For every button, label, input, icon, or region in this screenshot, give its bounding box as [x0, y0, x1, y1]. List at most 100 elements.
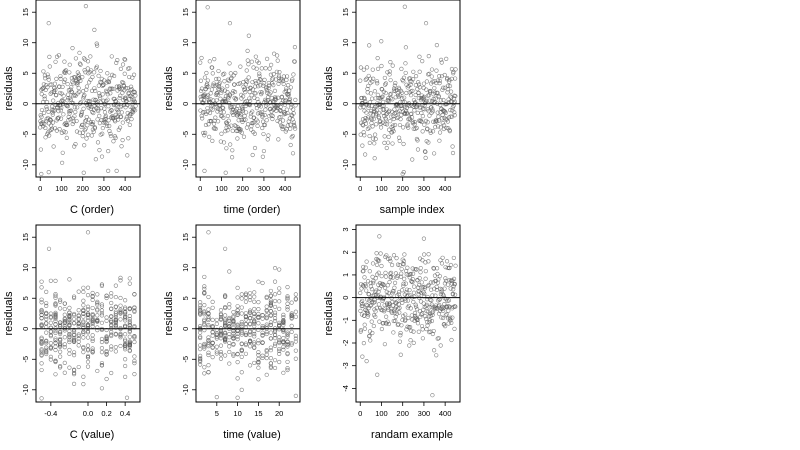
y-tick-label: -10 [341, 159, 350, 170]
data-point [408, 271, 414, 277]
data-point [113, 331, 118, 336]
data-point [401, 125, 406, 130]
plot-frame [35, 0, 141, 178]
data-point [439, 57, 444, 62]
data-point [85, 123, 90, 128]
data-point [76, 336, 81, 341]
data-point [449, 337, 454, 343]
data-point [255, 119, 260, 124]
data-point [437, 78, 442, 84]
data-point [437, 81, 442, 86]
data-point [272, 51, 277, 56]
data-point [285, 344, 290, 349]
data-point [252, 321, 257, 326]
data-point [229, 155, 235, 160]
data-point [420, 59, 425, 64]
data-point [288, 85, 293, 90]
data-point [234, 111, 239, 116]
x-tick-label: 400 [439, 409, 452, 418]
data-point [94, 106, 99, 111]
data-point [46, 121, 52, 126]
data-point [268, 100, 273, 105]
data-point [198, 359, 203, 364]
data-point [79, 111, 84, 116]
data-point [390, 97, 395, 102]
data-point [240, 108, 245, 114]
y-tick-label: -5 [341, 131, 350, 138]
data-point [415, 147, 421, 152]
data-point [123, 374, 128, 379]
x-axis-label: C (value) [70, 429, 115, 441]
data-point [227, 269, 232, 274]
data-point [368, 303, 373, 308]
data-point [418, 314, 423, 319]
data-point [389, 114, 394, 119]
data-point [90, 333, 95, 338]
data-point [61, 79, 67, 85]
data-point [361, 67, 366, 72]
data-point [285, 294, 290, 299]
data-point [433, 96, 438, 101]
residual-points [39, 230, 137, 401]
data-point [289, 300, 294, 305]
y-tick-label: 15 [341, 8, 350, 16]
data-point [268, 293, 273, 298]
data-point [371, 117, 376, 122]
data-point [53, 336, 58, 341]
data-point [363, 77, 368, 82]
data-point [373, 314, 378, 319]
data-point [128, 84, 134, 89]
data-point [265, 137, 270, 142]
data-point [127, 316, 132, 322]
data-point [390, 291, 395, 296]
y-axis-label: residuals [323, 66, 335, 111]
data-point [410, 280, 415, 285]
data-point [58, 343, 63, 348]
data-point [206, 84, 211, 89]
data-point [53, 59, 58, 64]
data-point [418, 299, 424, 304]
data-point [277, 338, 282, 343]
data-point [426, 54, 431, 59]
data-point [43, 135, 48, 140]
data-point [379, 39, 384, 44]
x-tick-label: 0 [38, 184, 42, 193]
data-point [269, 77, 275, 82]
data-point [243, 321, 249, 327]
data-point [412, 310, 418, 316]
data-point [118, 335, 123, 340]
data-point [375, 372, 380, 377]
data-point [408, 338, 413, 343]
data-point [376, 302, 382, 307]
data-point [71, 350, 77, 355]
data-point [438, 343, 443, 348]
data-point [264, 331, 269, 337]
data-point [202, 312, 207, 317]
data-point [131, 72, 137, 77]
data-point [435, 110, 440, 115]
data-point [239, 341, 244, 346]
data-point [44, 316, 49, 322]
data-point [394, 256, 399, 261]
y-tick-label: -2 [341, 340, 350, 347]
data-point [114, 60, 119, 66]
data-point [210, 107, 215, 112]
data-point [401, 313, 406, 319]
data-point [81, 374, 86, 379]
data-point [201, 130, 206, 136]
data-point [61, 93, 66, 98]
data-point [272, 316, 278, 321]
data-point [99, 350, 105, 355]
data-point [274, 69, 279, 74]
data-point [81, 382, 86, 387]
data-point [109, 314, 114, 319]
data-point [221, 140, 227, 145]
data-point [246, 33, 251, 38]
data-point [246, 102, 252, 107]
x-tick-label: 0 [198, 184, 202, 193]
data-point [225, 84, 230, 89]
data-point [96, 73, 101, 78]
data-point [453, 304, 458, 309]
data-point [265, 56, 270, 61]
data-point [407, 343, 412, 348]
